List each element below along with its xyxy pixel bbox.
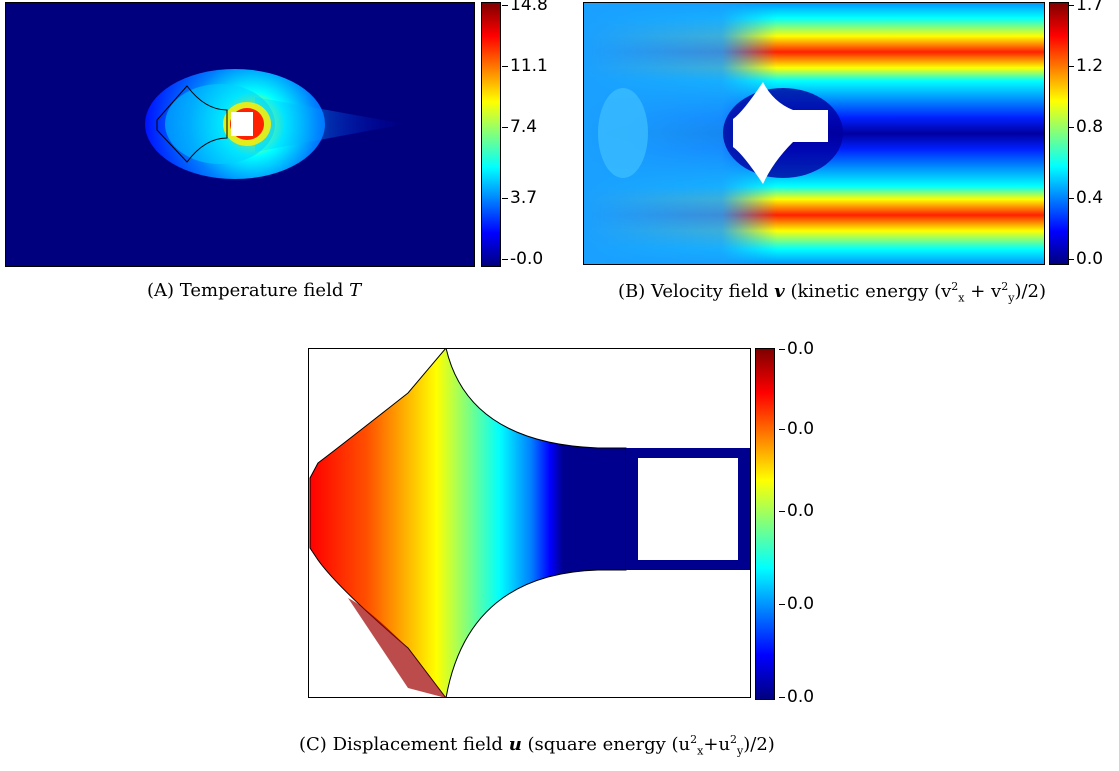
- colorbar-tick: 0.0: [778, 594, 815, 614]
- panel-b-caption: (B) Velocity field v (kinetic energy (v2…: [618, 280, 1046, 305]
- panel-a-caption: (A) Temperature field T: [147, 280, 362, 301]
- colorbar-tick: 0.8: [1067, 117, 1104, 137]
- velocity-colorbar: [1049, 2, 1069, 265]
- colorbar-tick: 0.0: [778, 687, 815, 707]
- colorbar-tick: 0.0: [778, 339, 815, 359]
- displacement-colorbar: [755, 348, 775, 700]
- colorbar-tick: 7.4: [501, 117, 538, 137]
- colorbar-tick: 3.7: [501, 188, 538, 208]
- velocity-field-plot: [583, 2, 1045, 265]
- colorbar-tick: 0.4: [1067, 188, 1104, 208]
- colorbar-tick: 11.1: [502, 56, 548, 76]
- temperature-colorbar: [481, 2, 501, 267]
- panel-c-caption: (C) Displacement field u (square energy …: [299, 733, 775, 758]
- colorbar-tick: 1.2: [1067, 56, 1104, 76]
- colorbar-tick: 14.8: [502, 0, 548, 14]
- colorbar-tick: 0.0: [778, 501, 815, 521]
- displacement-field-plot: [308, 348, 751, 698]
- colorbar-tick: 0.0: [778, 419, 815, 439]
- colorbar-tick: -0.0: [501, 249, 544, 269]
- colorbar-tick: 0.0: [1067, 249, 1104, 269]
- colorbar-tick: 1.7: [1067, 0, 1103, 14]
- temperature-field-plot: [5, 2, 475, 267]
